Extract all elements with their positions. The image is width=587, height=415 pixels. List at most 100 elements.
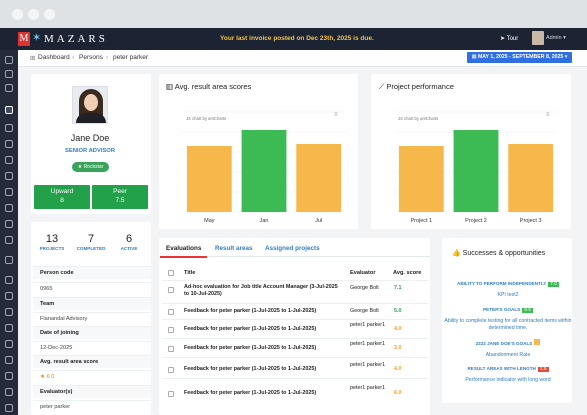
chart-bar[interactable] — [296, 144, 342, 212]
chart-bar[interactable] — [453, 130, 499, 212]
sidebar-building-icon[interactable] — [5, 388, 13, 396]
breadcrumb-separator: › — [72, 54, 75, 61]
tab-assigned-projects[interactable]: Assigned projects — [265, 245, 320, 252]
row-score: 3.0 — [394, 345, 402, 351]
sidebar-refresh-icon[interactable] — [5, 204, 13, 212]
row-evaluator: George Bolt — [350, 285, 379, 291]
success-item[interactable]: 2222 JANE DOE'S GOALS Abandonment Rate — [443, 332, 573, 359]
sidebar-users-icon[interactable] — [5, 356, 13, 364]
chart-bar[interactable] — [186, 146, 232, 212]
success-heading[interactable]: PETER'S GOALS — [483, 307, 521, 312]
success-heading[interactable]: ABILITY TO PERFORM INDEPENDENTLY — [457, 281, 547, 286]
project-chart-svg: Project 1 Project 2 Project 3 — [394, 111, 558, 224]
select-all-checkbox[interactable] — [168, 270, 174, 276]
chart-category-label: Jul — [315, 218, 322, 224]
kpi-label: Upward — [50, 188, 74, 195]
sidebar-gear-icon[interactable] — [5, 256, 13, 264]
success-description[interactable]: Abandonment Rate — [485, 352, 531, 358]
user-menu[interactable]: Admin ▾ — [546, 35, 566, 41]
row-checkbox[interactable] — [168, 346, 174, 352]
column-header-evaluator[interactable]: Evaluator — [350, 270, 376, 276]
invoice-notice[interactable]: Your last invoice posted on Dec 23th, 20… — [220, 35, 374, 42]
sidebar-bars-icon[interactable] — [5, 308, 13, 316]
sidebar-clock-icon[interactable] — [5, 70, 13, 78]
chart-credit: JS chart by amCharts — [398, 116, 439, 121]
sidebar-group-icon[interactable] — [5, 220, 13, 228]
stat-number: 7 — [87, 233, 95, 245]
stat-label: ACTIVE — [120, 246, 138, 251]
chart-bar[interactable] — [241, 130, 287, 212]
window-dot-minimize[interactable] — [28, 9, 39, 20]
info-value: peter parker — [33, 400, 151, 413]
calendar-icon: ▦ — [471, 54, 478, 60]
tour-button[interactable]: ➤ Tour — [500, 35, 518, 42]
profile-details-card — [31, 222, 151, 415]
success-heading[interactable]: RESULT AREAS WITH LENGTH — [467, 366, 536, 371]
row-title[interactable]: Feedback for peter parker (1-Jul-2025 to… — [184, 345, 317, 351]
stat-active[interactable]: 6 ACTIVE — [109, 233, 149, 251]
info-value: 12-Dec-2025 — [33, 341, 151, 354]
logo-icon[interactable]: M — [18, 32, 30, 46]
success-description[interactable]: KPI test2 — [497, 292, 519, 298]
date-range-picker[interactable]: ▦ MAY 1, 2025 - SEPTEMBER 8, 2025 ▾ — [467, 52, 572, 63]
sidebar-team-icon[interactable] — [5, 188, 13, 196]
sidebar-cycle-icon[interactable] — [5, 236, 13, 244]
row-title[interactable]: Feedback for peter parker (1-Jul-2025 to… — [184, 326, 317, 332]
breadcrumb-item-current: peter parker — [113, 54, 149, 61]
star-icon: ★ — [40, 374, 47, 380]
sidebar-arrow-icon[interactable] — [5, 56, 13, 64]
successes-card — [442, 238, 572, 403]
breadcrumb-item-persons[interactable]: Persons — [79, 54, 103, 61]
chart-bar[interactable] — [398, 146, 444, 212]
row-checkbox[interactable] — [168, 309, 174, 315]
window-chrome — [0, 0, 587, 28]
row-checkbox[interactable] — [168, 327, 174, 333]
sidebar-shield-icon[interactable] — [5, 172, 13, 180]
chart-bar[interactable] — [508, 144, 554, 212]
sidebar-thumb-icon[interactable] — [5, 372, 13, 380]
sidebar-rocket-icon[interactable] — [5, 84, 13, 92]
window-dot-close[interactable] — [12, 9, 23, 20]
sidebar-list-icon[interactable] — [5, 276, 13, 284]
row-evaluator: peter1 parker1 — [350, 341, 386, 347]
success-heading[interactable]: 2222 JANE DOE'S GOALS — [475, 341, 533, 346]
success-description[interactable]: Ability to complete testing for all cont… — [444, 318, 572, 331]
success-item[interactable]: ABILITY TO PERFORM INDEPENDENTLY 7.0 KPI … — [443, 272, 573, 299]
breadcrumb-home-icon[interactable]: ⊞ — [30, 55, 36, 62]
kpi-upward[interactable]: Upward 8 — [34, 185, 90, 209]
row-title[interactable]: Feedback for peter parker (1-Jul-2025 to… — [184, 366, 317, 372]
success-badge: 2.5 — [537, 367, 549, 372]
sidebar-people-icon[interactable] — [5, 106, 13, 114]
row-checkbox[interactable] — [168, 287, 174, 293]
breadcrumb-item-dashboard[interactable]: Dashboard — [38, 54, 70, 61]
success-item[interactable]: PETER'S GOALS 8.5 Ability to complete tes… — [443, 298, 573, 331]
stat-completed[interactable]: 7 COMPLETED — [71, 233, 111, 251]
sidebar-chart-icon[interactable] — [5, 124, 13, 132]
sidebar-menu-icon[interactable] — [5, 292, 13, 300]
success-item[interactable]: RESULT AREAS WITH LENGTH 2.5 Performance … — [443, 357, 573, 384]
project-chart-title-text: Project performance — [386, 82, 454, 91]
user-avatar[interactable] — [532, 31, 544, 45]
stat-projects[interactable]: 13 PROJECTS — [32, 233, 72, 251]
sidebar-power-icon[interactable] — [5, 156, 13, 164]
tab-result-areas[interactable]: Result areas — [215, 245, 253, 252]
row-title[interactable]: Feedback for peter parker (1-Jul-2025 to… — [184, 390, 317, 396]
kpi-peer[interactable]: Peer 7.5 — [92, 185, 148, 209]
row-title[interactable]: Feedback for peter parker (1-Jul-2025 to… — [184, 308, 317, 314]
chart-menu-icon[interactable]: ≡ — [546, 112, 550, 118]
sidebar-sitemap-icon[interactable] — [5, 404, 13, 412]
sidebar-user-icon[interactable] — [5, 140, 13, 148]
column-header-score[interactable]: Avg. score — [393, 270, 422, 276]
success-description[interactable]: Performance indicator with long word — [465, 377, 551, 383]
window-dot-maximize[interactable] — [44, 9, 55, 20]
chart-menu-icon[interactable]: ≡ — [334, 112, 338, 118]
column-header-title[interactable]: Title — [184, 270, 196, 276]
row-checkbox[interactable] — [168, 391, 174, 397]
tab-evaluations[interactable]: Evaluations — [166, 245, 202, 252]
sidebar-linechart-icon[interactable] — [5, 340, 13, 348]
row-title[interactable]: Ad-hoc evaluation for Job title Account … — [184, 284, 338, 297]
row-checkbox[interactable] — [168, 367, 174, 373]
sidebar-grid-icon[interactable] — [5, 324, 13, 332]
brand-name[interactable]: MAZARS — [44, 33, 108, 45]
chart-category-label: Project 2 — [465, 218, 487, 224]
